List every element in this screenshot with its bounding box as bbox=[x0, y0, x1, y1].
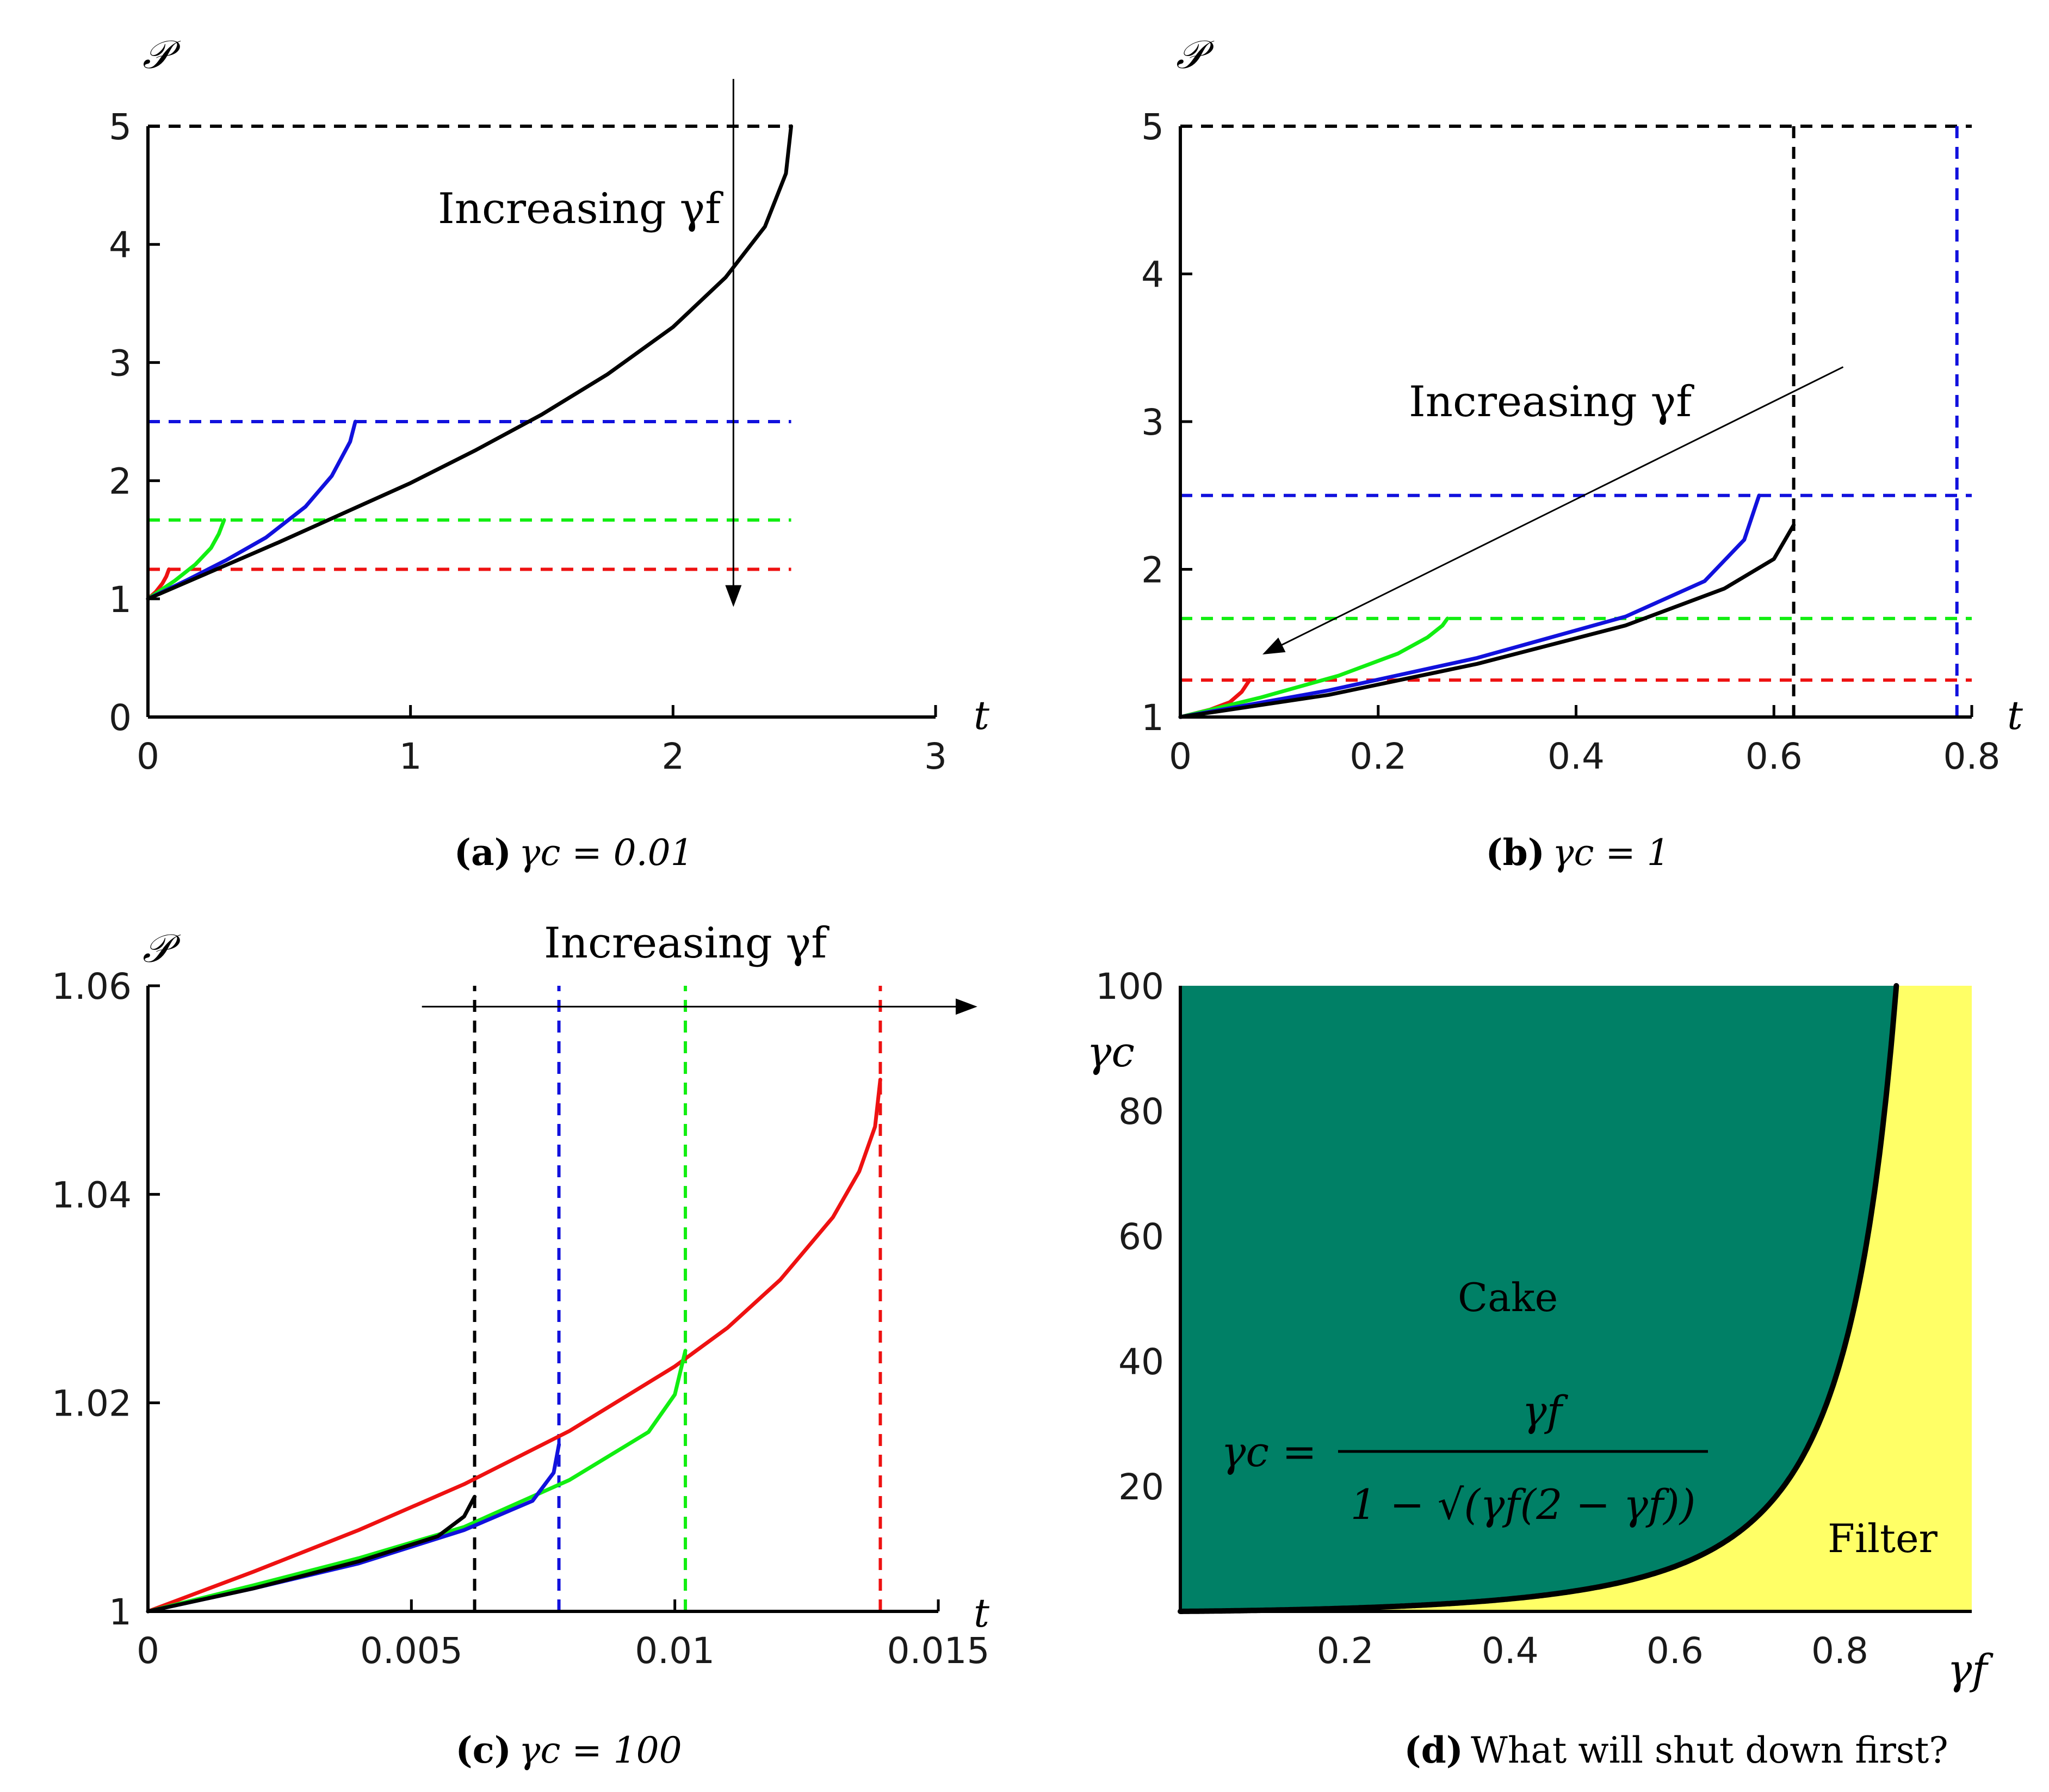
panel-b-marks bbox=[1178, 125, 1972, 719]
y-tick-label: 5 bbox=[109, 106, 132, 148]
panel-b-ylabel: 𝒫 bbox=[1176, 32, 1215, 77]
y-tick-label: 0 bbox=[109, 697, 132, 739]
x-tick-label: 3 bbox=[924, 736, 947, 777]
panel-b-caption: (b) γc = 1 bbox=[1485, 831, 1669, 874]
y-tick-label: 2 bbox=[1141, 549, 1164, 591]
y-tick-label: 3 bbox=[1141, 401, 1164, 443]
panel-d-caption: (d) What will shut down first? bbox=[1404, 1729, 1948, 1771]
panel-a-ylabel: 𝒫 bbox=[143, 32, 181, 77]
panel-c-marks bbox=[146, 986, 977, 1614]
x-tick-label: 0.2 bbox=[1350, 736, 1407, 777]
formula-denominator: 1 − √(γf(2 − γf)) bbox=[1351, 1480, 1696, 1529]
y-tick-label: 1 bbox=[109, 1591, 132, 1633]
panel-b-axes: 0 0.2 0.4 0.6 0.8 1 2 3 4 5 bbox=[1141, 106, 2000, 777]
series-line-2 bbox=[1178, 493, 1761, 719]
caption-d-text: What will shut down first? bbox=[1471, 1729, 1948, 1771]
y-tick-label: 20 bbox=[1118, 1466, 1164, 1508]
x-tick-label: 0.015 bbox=[887, 1630, 990, 1672]
series-line-1 bbox=[1178, 616, 1450, 719]
caption-b-label: (b) bbox=[1485, 831, 1545, 874]
increasing-arrow bbox=[1262, 366, 1844, 655]
x-tick-label: 0.01 bbox=[635, 1630, 715, 1672]
panel-d-xlabel: γf bbox=[1947, 1645, 1994, 1694]
series-line-0 bbox=[146, 1078, 882, 1614]
series-line-2 bbox=[146, 419, 357, 601]
region-label-cake: Cake bbox=[1458, 1275, 1558, 1320]
series-line-1 bbox=[146, 518, 226, 601]
x-tick-label: 0.8 bbox=[1943, 736, 2001, 777]
cake-region bbox=[1180, 986, 1897, 1611]
y-tick-label: 4 bbox=[1141, 254, 1164, 296]
series-line-3 bbox=[1178, 523, 1796, 719]
x-tick-label: 1 bbox=[399, 736, 422, 777]
panel-c-ylabel: 𝒫 bbox=[143, 925, 181, 971]
x-tick-label: 2 bbox=[661, 736, 684, 777]
formula-lhs: γc = bbox=[1221, 1428, 1317, 1476]
panel-a-annotation: Increasing γf bbox=[438, 184, 723, 233]
panel-d-axes: 0.2 0.4 0.6 0.8 20 40 60 80 100 bbox=[1095, 966, 1972, 1672]
y-tick-label: 60 bbox=[1118, 1216, 1164, 1258]
panel-b-annotation: Increasing γf bbox=[1409, 378, 1694, 427]
panel-d-ylabel: γc bbox=[1087, 1028, 1135, 1076]
x-tick-label: 0 bbox=[137, 736, 159, 777]
series-line-3 bbox=[146, 124, 793, 601]
y-tick-label: 3 bbox=[109, 342, 132, 384]
x-tick-label: 0.8 bbox=[1811, 1630, 1868, 1672]
x-tick-label: 0.6 bbox=[1745, 736, 1803, 777]
x-tick-label: 0 bbox=[1169, 736, 1192, 777]
caption-a-text: γc = 0.01 bbox=[519, 832, 694, 874]
x-tick-label: 0.4 bbox=[1547, 736, 1605, 777]
panel-a-xlabel: t bbox=[974, 693, 990, 738]
y-tick-label: 1.02 bbox=[52, 1383, 132, 1425]
caption-d-label: (d) bbox=[1404, 1729, 1463, 1771]
series-line-3 bbox=[146, 1494, 477, 1614]
series-line-1 bbox=[146, 1349, 688, 1614]
x-tick-label: 0.6 bbox=[1646, 1630, 1704, 1672]
panel-b: 0 0.2 0.4 0.6 0.8 1 2 3 4 5 𝒫 t Increasing γf (b)… bbox=[1141, 32, 2023, 874]
y-tick-label: 80 bbox=[1118, 1091, 1164, 1133]
caption-c-label: (c) bbox=[455, 1729, 511, 1771]
caption-b-text: γc = 1 bbox=[1552, 832, 1670, 874]
region-label-filter: Filter bbox=[1828, 1516, 1938, 1561]
x-tick-label: 0.4 bbox=[1482, 1630, 1539, 1672]
y-tick-label: 100 bbox=[1095, 966, 1164, 1008]
y-tick-label: 1.04 bbox=[52, 1174, 132, 1216]
panel-a-axes: 0 1 2 3 0 1 2 3 4 5 bbox=[109, 106, 947, 777]
panel-a-marks bbox=[146, 79, 793, 607]
panel-a: 0 1 2 3 0 1 2 3 4 5 𝒫 t Increasing γf (a) γc = 0.… bbox=[109, 32, 990, 874]
y-tick-label: 1 bbox=[1141, 697, 1164, 739]
caption-c-text: γc = 100 bbox=[519, 1729, 682, 1771]
panel-c-annotation: Increasing γf bbox=[544, 919, 829, 968]
panel-a-caption: (a) γc = 0.01 bbox=[454, 831, 694, 874]
y-tick-label: 4 bbox=[109, 224, 132, 266]
panel-c-caption: (c) γc = 100 bbox=[455, 1729, 682, 1771]
x-tick-label: 0 bbox=[137, 1630, 159, 1672]
panel-d-marks bbox=[1178, 983, 1972, 1614]
y-tick-label: 1.06 bbox=[52, 966, 132, 1008]
panel-d: 0.2 0.4 0.6 0.8 20 40 60 80 100 γc γf Cake Filte… bbox=[1087, 966, 1994, 1771]
caption-a-label: (a) bbox=[454, 831, 511, 874]
y-tick-label: 5 bbox=[1141, 106, 1164, 148]
y-tick-label: 1 bbox=[109, 579, 132, 621]
formula-numerator: γf bbox=[1522, 1387, 1568, 1435]
y-tick-label: 2 bbox=[109, 461, 132, 503]
panel-c-axes: 0 0.005 0.01 0.015 1 1.02 1.04 1.06 bbox=[52, 966, 989, 1672]
y-tick-label: 40 bbox=[1118, 1341, 1164, 1383]
panel-c-xlabel: t bbox=[974, 1590, 990, 1636]
x-tick-label: 0.2 bbox=[1317, 1630, 1374, 1672]
boundary-formula: γc = γf 1 − √(γf(2 − γf)) bbox=[1221, 1387, 1708, 1529]
panel-b-xlabel: t bbox=[2007, 693, 2023, 738]
boundary-curve bbox=[1178, 983, 1899, 1614]
x-tick-label: 0.005 bbox=[360, 1630, 463, 1672]
panel-c: 0 0.005 0.01 0.015 1 1.02 1.04 1.06 𝒫 t Increas… bbox=[52, 919, 990, 1771]
